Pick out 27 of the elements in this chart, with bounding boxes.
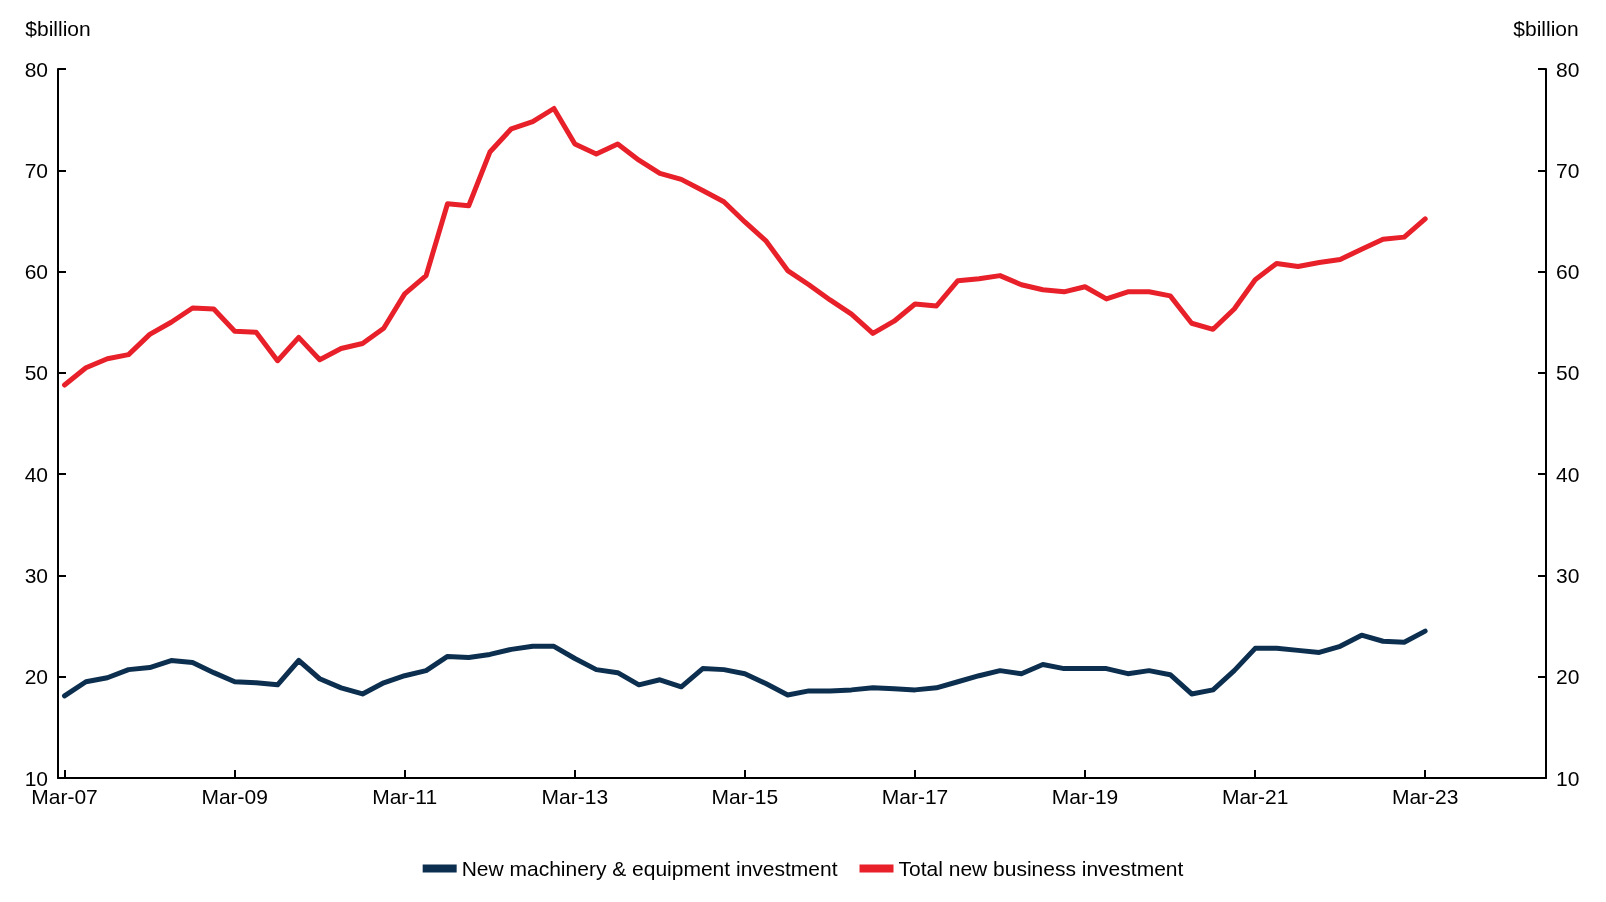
y2-tick-label: 60 [1556,260,1580,284]
y-tick-label: 70 [24,158,48,182]
y2-tick-label: 70 [1556,158,1580,182]
y2-tick-label: 50 [1556,361,1580,385]
y-tick-label: 30 [24,563,48,587]
y-tick-label: 60 [24,260,48,284]
y2-tick-label: 80 [1556,57,1580,81]
y-axis-title: $billion [25,17,91,40]
x-tick-label: Mar-11 [372,785,438,808]
y2-tick-label: 20 [1556,665,1580,689]
x-tick-label: Mar-23 [1391,785,1459,808]
x-tick-label: Mar-13 [541,785,609,808]
x-tick-label: Mar-09 [201,785,268,808]
x-tick-label: Mar-15 [711,785,779,808]
x-tick-label: Mar-19 [1051,785,1119,808]
legend-label: New machinery & equipment investment [461,857,838,880]
y2-tick-label: 30 [1556,563,1580,587]
y-tick-label: 40 [24,462,48,486]
y-tick-label: 80 [24,57,48,81]
y2-axis-title: $billion [1513,17,1579,40]
legend-label: Total new business investment [898,857,1184,880]
x-tick-label: Mar-21 [1221,785,1289,808]
x-tick-label: Mar-17 [881,785,949,808]
y-tick-label: 20 [24,665,48,689]
y2-tick-label: 10 [1556,766,1580,790]
y2-tick-label: 40 [1556,462,1580,486]
y-tick-label: 50 [24,361,48,385]
